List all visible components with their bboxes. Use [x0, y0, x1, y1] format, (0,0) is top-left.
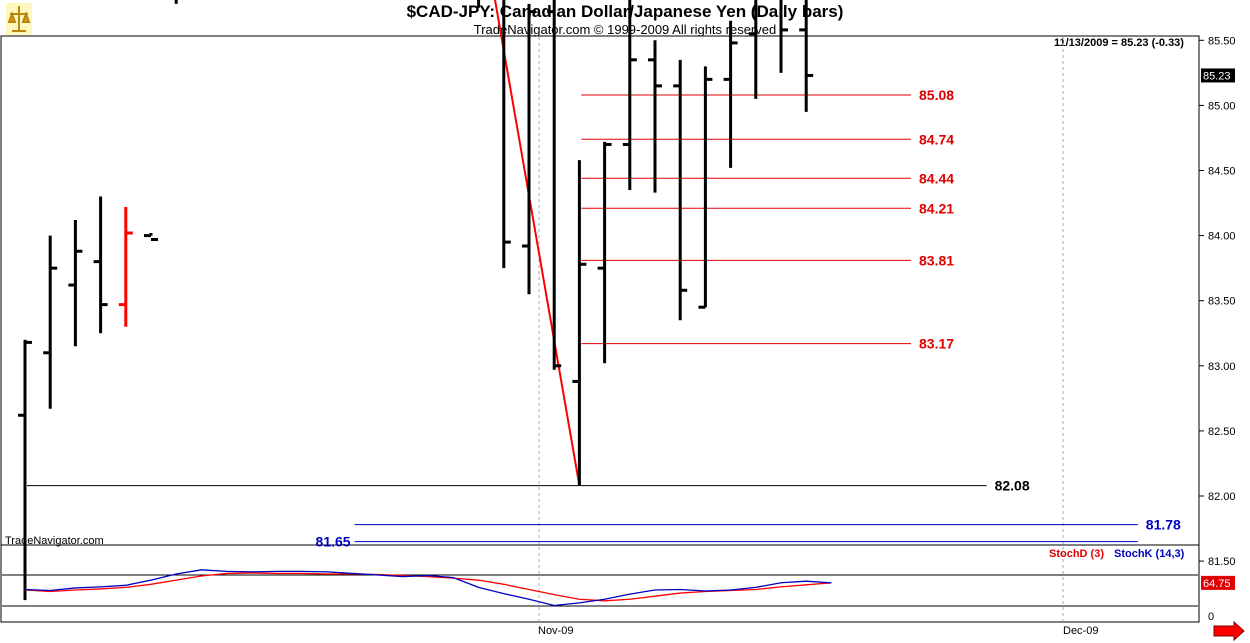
- ohlc-bar: [93, 196, 108, 334]
- ohlc-bar: [622, 0, 637, 191]
- ohlc-bar: [779, 0, 788, 73]
- ohlc-bar: [799, 0, 814, 112]
- level-label: 81.78: [1146, 517, 1181, 533]
- ohlc-bar: [597, 141, 612, 364]
- y-tick-label: 84.00: [1208, 231, 1236, 243]
- y-tick-label: 83.00: [1208, 361, 1236, 373]
- ohlc-bar: [18, 339, 32, 601]
- ohlc-bar: [174, 0, 178, 4]
- level-label: 83.17: [919, 336, 954, 352]
- last-quote: 11/13/2009 = 85.23 (-0.33): [1054, 37, 1184, 49]
- x-label-dec: Dec-09: [1063, 625, 1099, 637]
- stoch-k-line: [24, 569, 832, 607]
- stoch-last-label: 64.75: [1203, 578, 1231, 590]
- last-price-label: 85.23: [1203, 70, 1231, 82]
- ohlc-bar: [547, 0, 562, 370]
- level-label: 84.74: [919, 131, 954, 147]
- ohlc-bar: [522, 3, 536, 295]
- y-tick-label: 82.50: [1208, 426, 1236, 438]
- stoch-zero-label: 0: [1208, 611, 1214, 623]
- level-label: 83.81: [919, 252, 954, 268]
- y-tick-label: 84.50: [1208, 166, 1236, 178]
- scroll-right-arrow-icon[interactable]: [1213, 620, 1245, 642]
- ohlc-bar: [68, 219, 83, 347]
- chart-title: $CAD-JPY: Canadian Dollar/Japanese Yen (…: [406, 2, 844, 21]
- level-label: 84.21: [919, 200, 954, 216]
- watermark: TradeNavigator.com: [5, 535, 104, 547]
- level-label: 85.08: [919, 87, 954, 103]
- price-pane-frame: [0, 35, 1200, 546]
- y-tick-label: 82.00: [1208, 491, 1236, 503]
- ohlc-bar: [118, 206, 133, 327]
- ohlc-bar: [648, 40, 662, 193]
- stoch-d-line: [24, 572, 832, 602]
- ohlc-bar: [43, 235, 58, 409]
- level-label: 81.65: [316, 534, 351, 550]
- last-price-box: [1201, 68, 1235, 83]
- level-label: 84.44: [919, 170, 954, 186]
- ohlc-bar: [698, 66, 713, 309]
- legend-stoch-k: StochK (14,3): [1114, 548, 1185, 560]
- stoch-last-box: [1201, 575, 1235, 590]
- ohlc-bar: [748, 0, 758, 99]
- ohlc-bar: [673, 59, 688, 321]
- y-tick-label: 83.50: [1208, 296, 1236, 308]
- ohlc-bar: [572, 160, 587, 486]
- ohlc-bar: [477, 0, 481, 8]
- ohlc-bar: [723, 20, 738, 168]
- y-tick-label: 85.00: [1208, 100, 1236, 112]
- y-tick-label: 85.50: [1208, 35, 1236, 47]
- trade-navigator-logo-icon: [6, 3, 32, 35]
- ohlc-bar: [144, 232, 158, 242]
- x-label-nov: Nov-09: [538, 625, 574, 637]
- indicator-pane-frame: [0, 544, 1200, 623]
- legend-stoch-d: StochD (3): [1049, 548, 1104, 560]
- y-tick-label: 81.50: [1208, 556, 1236, 568]
- trend-line: [494, 0, 581, 486]
- chart-subtitle: TradeNavigator.com © 1999-2009 All right…: [473, 22, 777, 37]
- level-label: 82.08: [995, 478, 1030, 494]
- ohlc-bar: [502, 0, 511, 269]
